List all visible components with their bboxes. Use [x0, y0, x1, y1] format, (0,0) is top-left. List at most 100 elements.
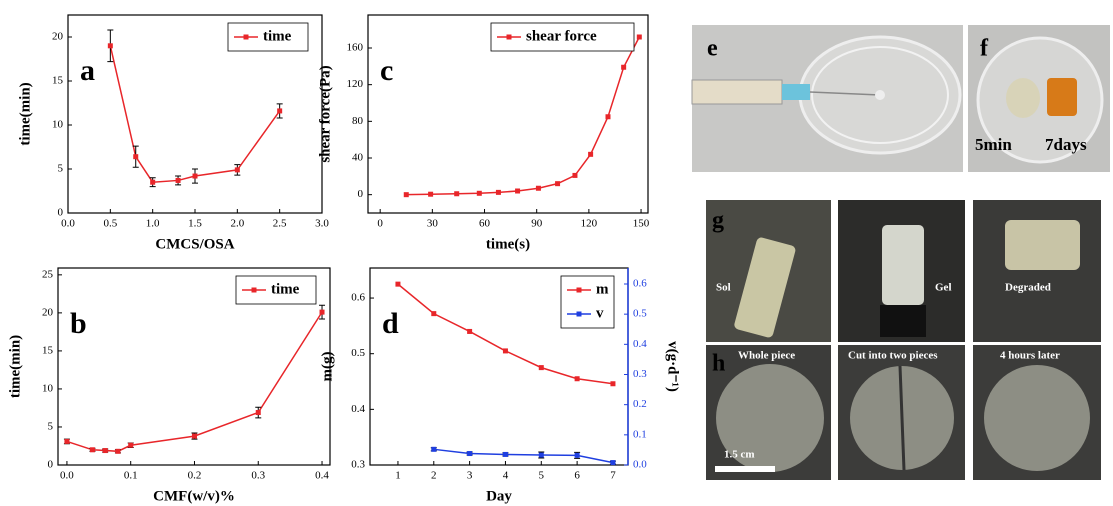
data-point: [467, 451, 473, 457]
x-tick-label: 6: [574, 470, 580, 482]
y-tick-label: 20: [52, 31, 64, 43]
caption: Cut into two pieces: [848, 350, 938, 362]
x-tick-label: 0.4: [315, 470, 329, 482]
y-tick-label: 40: [352, 152, 364, 164]
legend-label: v: [596, 305, 604, 321]
y-tick-label: 5: [58, 163, 64, 175]
data-point: [574, 452, 580, 458]
data-point: [454, 191, 460, 197]
y-axis-label: time(min): [7, 335, 23, 398]
legend-marker: [576, 311, 582, 317]
data-point: [431, 311, 437, 317]
data-point: [255, 410, 261, 416]
panel-letter: e: [707, 36, 718, 62]
data-point: [128, 442, 134, 448]
y-tick-label: 0: [58, 207, 64, 219]
y2-tick-label: 0.6: [633, 278, 647, 290]
x-tick-label: 90: [531, 218, 543, 230]
data-point: [64, 438, 70, 444]
photo-h: h Whole piece Cut into two pieces 4 hour…: [706, 345, 1101, 480]
x-tick-label: 0: [377, 218, 383, 230]
caption: 4 hours later: [1000, 350, 1060, 362]
y-tick-label: 15: [42, 344, 54, 356]
x-axis-label: time(s): [486, 236, 530, 252]
y-axis-label: time(min): [17, 82, 33, 145]
x-tick-label: 120: [581, 218, 598, 230]
series-line: [433, 448, 614, 464]
data-point: [555, 181, 561, 187]
data-point: [403, 192, 409, 198]
y-tick-label: 15: [52, 75, 64, 87]
y-tick-label: 0.3: [351, 459, 365, 471]
y-tick-label: 0.5: [351, 347, 365, 359]
data-point: [610, 381, 616, 387]
y-tick-label: 0.4: [351, 403, 365, 415]
panel-letter: h: [712, 351, 725, 377]
x-tick-label: 150: [633, 218, 650, 230]
data-point: [191, 433, 197, 439]
x-tick-label: 0.2: [188, 470, 202, 482]
y-tick-label: 160: [347, 42, 364, 54]
data-point: [636, 34, 642, 40]
y-axis-label: shear force(Pa): [317, 65, 333, 162]
data-point: [234, 167, 240, 173]
plot-frame: [367, 14, 649, 214]
legend-marker: [576, 287, 582, 293]
x-tick-label: 3.0: [315, 218, 329, 230]
panel-letter: c: [380, 54, 393, 87]
x-tick-label: 1.5: [188, 218, 202, 230]
x-tick-label: 1: [395, 470, 401, 482]
panel-letter: f: [980, 36, 989, 62]
caption: Degraded: [1005, 282, 1051, 294]
caption: Gel: [935, 282, 952, 294]
legend-marker: [251, 287, 257, 293]
legend-marker: [506, 34, 512, 40]
data-point: [175, 177, 181, 183]
y-tick-label: 80: [352, 115, 364, 127]
x-tick-label: 1.0: [146, 218, 160, 230]
caption: 7days: [1045, 135, 1087, 154]
x-tick-label: 2.0: [230, 218, 244, 230]
x-tick-label: 4: [503, 470, 509, 482]
legend-label: time: [271, 281, 300, 297]
x-tick-label: 0.0: [60, 470, 74, 482]
data-point: [395, 281, 401, 287]
data-point: [467, 328, 473, 334]
data-point: [133, 154, 139, 160]
data-point: [515, 188, 521, 194]
photo-g: g Sol Gel Degraded: [706, 200, 1101, 342]
y-tick-label: 10: [52, 119, 64, 131]
x-tick-label: 3: [467, 470, 473, 482]
legend-label: m: [596, 281, 609, 297]
legend-label: shear force: [526, 28, 597, 44]
x-axis-label: Day: [486, 488, 512, 504]
x-axis-label: CMF(w/v)%: [153, 488, 235, 504]
y2-tick-label: 0.3: [633, 368, 647, 380]
data-point: [572, 172, 578, 178]
data-point: [431, 446, 437, 452]
y2-tick-label: 0.4: [633, 338, 647, 350]
data-point: [538, 452, 544, 458]
data-point: [538, 365, 544, 371]
y2-axis-label: v(g·d⁻¹): [665, 341, 681, 392]
data-point: [588, 151, 594, 157]
panel-letter: d: [382, 307, 399, 340]
y-tick-label: 20: [42, 306, 54, 318]
photo-f: f 5min 7days: [968, 25, 1110, 172]
y-tick-label: 0: [48, 459, 54, 471]
y-tick-label: 0.6: [351, 292, 365, 304]
panel-letter: b: [70, 307, 87, 340]
data-point: [605, 114, 611, 120]
data-point: [115, 448, 121, 454]
x-tick-label: 7: [610, 470, 616, 482]
data-point: [610, 460, 616, 466]
data-point: [476, 190, 482, 196]
data-point: [621, 64, 627, 70]
data-point: [574, 376, 580, 382]
legend-marker: [243, 34, 249, 40]
x-tick-label: 60: [479, 218, 491, 230]
x-tick-label: 0.1: [124, 470, 138, 482]
panel-letter: g: [712, 208, 724, 234]
y2-tick-label: 0.0: [633, 459, 647, 471]
